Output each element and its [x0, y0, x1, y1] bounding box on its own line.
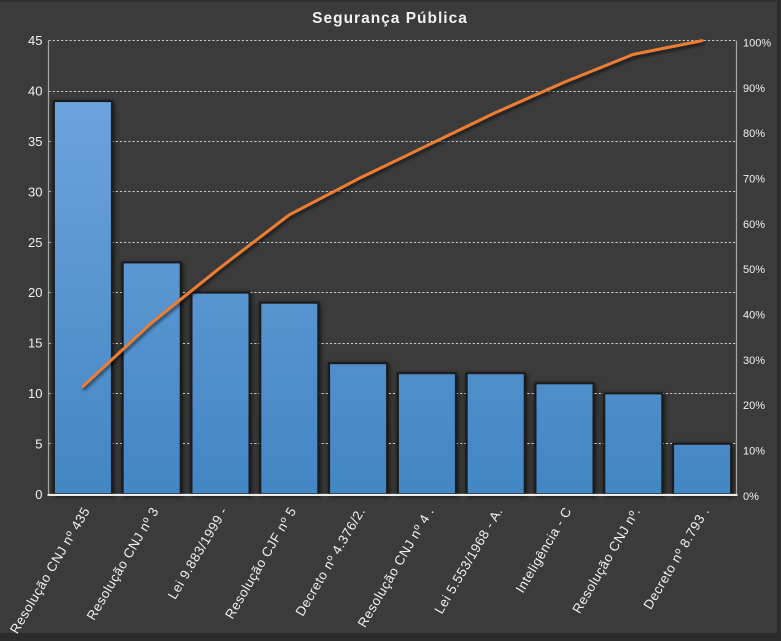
svg-text:25: 25: [28, 235, 42, 250]
svg-text:45: 45: [28, 33, 42, 48]
svg-text:30%: 30%: [743, 355, 765, 367]
svg-text:40: 40: [28, 84, 42, 99]
svg-text:40%: 40%: [743, 310, 765, 322]
svg-text:10%: 10%: [743, 446, 765, 458]
svg-text:20%: 20%: [743, 400, 765, 412]
svg-text:0: 0: [35, 487, 42, 502]
svg-text:80%: 80%: [743, 128, 765, 140]
svg-text:60%: 60%: [743, 219, 765, 231]
svg-text:90%: 90%: [743, 83, 765, 95]
svg-text:0%: 0%: [743, 491, 759, 503]
svg-text:15: 15: [28, 336, 42, 351]
svg-text:35: 35: [28, 134, 42, 149]
svg-text:30: 30: [28, 184, 42, 199]
svg-text:Segurança Pública: Segurança Pública: [312, 10, 468, 27]
svg-text:50%: 50%: [743, 264, 765, 276]
svg-text:70%: 70%: [743, 174, 765, 186]
svg-text:20: 20: [28, 285, 42, 300]
svg-text:100%: 100%: [743, 37, 771, 49]
svg-text:5: 5: [35, 436, 42, 451]
svg-text:10: 10: [28, 386, 42, 401]
